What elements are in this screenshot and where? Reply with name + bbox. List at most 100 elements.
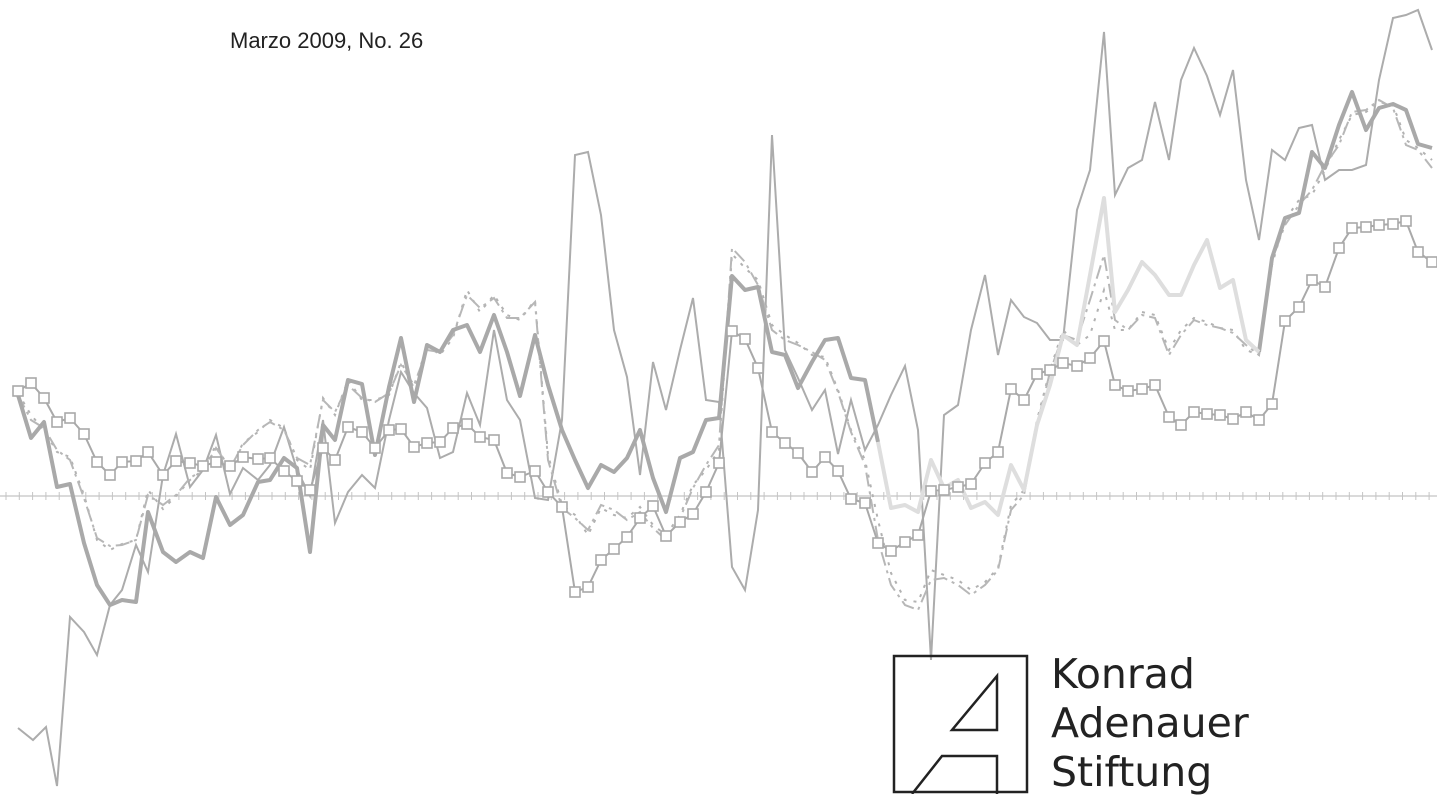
series-marker (501, 467, 513, 479)
series-marker (779, 437, 791, 449)
series-marker (116, 456, 128, 468)
series-marker (1044, 364, 1056, 376)
series-marker (1188, 406, 1200, 418)
series-marker (1333, 242, 1345, 254)
series-marker (529, 465, 541, 477)
series-marker (64, 412, 76, 424)
series-line-thin-spiky (17, 8, 1433, 787)
issue-date-line: Marzo 2009, No. 26 (230, 28, 424, 53)
series-marker (938, 484, 950, 496)
series-marker (1122, 385, 1134, 397)
series-marker (952, 481, 964, 493)
series-marker (12, 385, 24, 397)
series-marker (304, 484, 316, 496)
foundation-name-line-2: Adenauer (1051, 699, 1249, 747)
series-marker (197, 460, 209, 472)
series-marker (278, 465, 290, 477)
series-marker (488, 434, 500, 446)
series-marker (342, 421, 354, 433)
series-marker (408, 441, 420, 453)
series-marker (647, 500, 659, 512)
series-marker (142, 446, 154, 458)
series-marker (130, 455, 142, 467)
series-marker (1031, 368, 1043, 380)
series-marker (1227, 413, 1239, 425)
series-marker (291, 475, 303, 487)
series-marker (1005, 383, 1017, 395)
series-marker (1136, 383, 1148, 395)
series-marker (1240, 406, 1252, 418)
series-line-thick-b (1257, 90, 1433, 353)
series-marker (1279, 315, 1291, 327)
series-marker (1084, 352, 1096, 364)
series-marker (1266, 398, 1278, 410)
series-marker (1412, 246, 1424, 258)
series-marker (819, 451, 831, 463)
series-marker (1018, 394, 1030, 406)
series-marker (104, 469, 116, 481)
series-marker (474, 431, 486, 443)
series-marker (832, 465, 844, 477)
series-marker (237, 451, 249, 463)
series-marker (1387, 218, 1399, 230)
series-marker (556, 501, 568, 513)
series-marker (992, 446, 1004, 458)
baseline-axis (0, 492, 1437, 500)
series-marker (210, 456, 222, 468)
series-marker (845, 493, 857, 505)
series-marker (1098, 335, 1110, 347)
series-marker (1071, 360, 1083, 372)
series-marker (1293, 301, 1305, 313)
series-marker (1175, 419, 1187, 431)
series-marker (979, 457, 991, 469)
adenauer-a-logo (892, 654, 1029, 794)
series-marker (329, 454, 341, 466)
series-marker (1253, 414, 1265, 426)
series-marker (317, 442, 329, 454)
series-marker (356, 426, 368, 438)
series-marker (569, 586, 581, 598)
series-marker (224, 460, 236, 472)
series-marker (170, 455, 182, 467)
series-marker (1373, 219, 1385, 231)
series-marker (885, 545, 897, 557)
series-marker (1346, 222, 1358, 234)
series-marker (621, 531, 633, 543)
series-marker (25, 377, 37, 389)
series-marker (369, 442, 381, 454)
series-marker (1149, 379, 1161, 391)
series-marker (434, 436, 446, 448)
series-marker (252, 453, 264, 465)
series-marker (608, 543, 620, 555)
foundation-name-line-3: Stiftung (1051, 748, 1213, 796)
series-line-dotted (17, 100, 1433, 604)
series-marker (514, 471, 526, 483)
series-markers (12, 215, 1437, 598)
series-marker (595, 554, 607, 566)
series-marker (872, 537, 884, 549)
series-marker (766, 426, 778, 438)
series-marker (383, 424, 395, 436)
series-marker (1057, 357, 1069, 369)
series-marker (739, 333, 751, 345)
series-marker (700, 486, 712, 498)
series-line-light (876, 196, 1261, 517)
series-marker (792, 447, 804, 459)
series-marker (461, 418, 473, 430)
series-marker (925, 485, 937, 497)
series-marker (421, 437, 433, 449)
series-marker (806, 466, 818, 478)
series-marker (447, 422, 459, 434)
series-marker (1319, 281, 1331, 293)
series-marker (713, 457, 725, 469)
series-marker (674, 516, 686, 528)
series-marker (542, 486, 554, 498)
series-marker (91, 456, 103, 468)
foundation-name-line-1: Konrad (1051, 650, 1195, 698)
series-marker (157, 469, 169, 481)
series-marker (660, 530, 672, 542)
series-marker (726, 325, 738, 337)
series-marker (1214, 409, 1226, 421)
series-marker (582, 581, 594, 593)
